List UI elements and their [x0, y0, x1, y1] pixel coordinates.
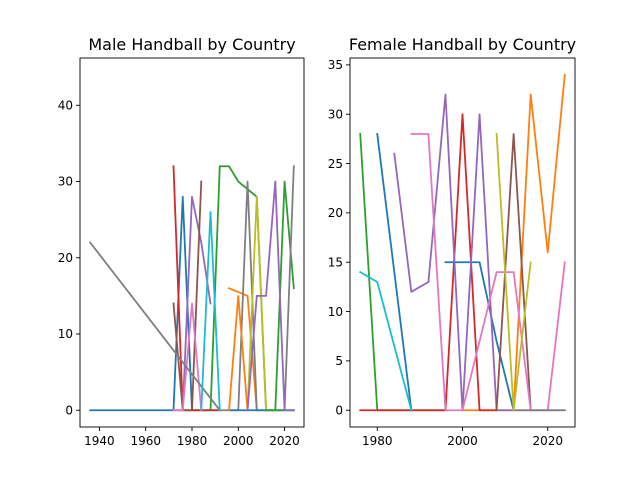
y-tick-label: 20 [58, 251, 73, 265]
y-tick-label: 10 [58, 327, 73, 341]
female-handball-panel: Female Handball by Country 1980 2000 2020 0… [328, 35, 576, 448]
x-tick-label: 2000 [447, 434, 478, 448]
y-tick-label: 5 [335, 354, 343, 368]
y-tick-label: 30 [328, 107, 343, 121]
y-tick-label: 0 [65, 403, 73, 417]
series-line-4 [172, 165, 221, 412]
x-tick-label: 2020 [532, 434, 563, 448]
y-tick-label: 30 [58, 175, 73, 189]
x-tick-label: 1940 [84, 434, 115, 448]
series-line-11 [359, 270, 413, 412]
series-line-2 [444, 261, 515, 412]
y-tick-label: 40 [58, 98, 73, 112]
series-line-1 [376, 132, 413, 412]
series-line-10 [200, 211, 221, 412]
y-tick-label: 25 [328, 157, 343, 171]
chart-title: Male Handball by Country [88, 35, 295, 54]
chart-title: Female Handball by Country [349, 35, 576, 54]
y-tick-label: 35 [328, 58, 343, 72]
y-tick-label: 15 [328, 255, 343, 269]
y-tick-label: 20 [328, 206, 343, 220]
series-line-5 [359, 113, 498, 412]
series-line-7 [172, 302, 203, 412]
series-line-10 [495, 133, 532, 412]
series-line-14 [246, 180, 295, 412]
x-tick-label: 2000 [223, 434, 254, 448]
series-group [359, 73, 566, 412]
y-tick-label: 0 [335, 403, 343, 417]
series-group [88, 165, 295, 412]
x-tick-label: 1960 [130, 434, 161, 448]
series-line-12 [228, 294, 249, 412]
x-tick-label: 1980 [362, 434, 393, 448]
male-handball-panel: Male Handball by Country 1940 1960 1980 200… [58, 35, 305, 448]
series-line-9 [246, 195, 267, 412]
x-tick-label: 1980 [177, 434, 208, 448]
y-tick-label: 10 [328, 305, 343, 319]
x-tick-label: 2020 [269, 434, 300, 448]
